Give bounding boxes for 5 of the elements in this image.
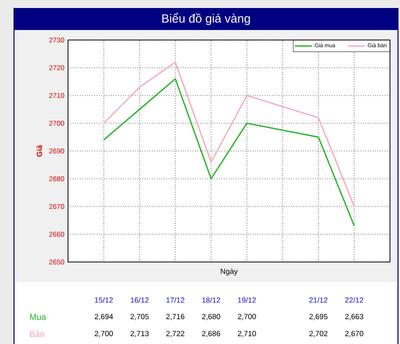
text: Bán — [30, 330, 44, 338]
text: Mua — [30, 314, 46, 320]
chart-title: Biểu đồ giá vàng — [162, 12, 250, 26]
line-series — [103, 62, 355, 208]
line-series — [103, 78, 355, 227]
